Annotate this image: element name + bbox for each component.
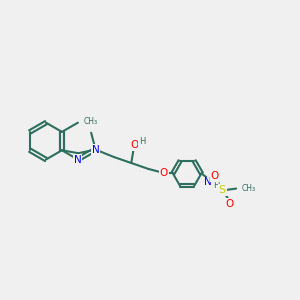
- Text: N: N: [92, 145, 100, 154]
- Text: O: O: [211, 171, 219, 182]
- Text: S: S: [219, 185, 226, 195]
- Text: H: H: [139, 137, 145, 146]
- Text: N: N: [74, 154, 82, 164]
- Text: O: O: [160, 168, 168, 178]
- Text: CH₃: CH₃: [84, 117, 98, 126]
- Text: O: O: [226, 199, 234, 209]
- Text: O: O: [130, 140, 138, 150]
- Text: H: H: [213, 181, 219, 190]
- Text: N: N: [204, 177, 212, 187]
- Text: CH₃: CH₃: [241, 184, 255, 193]
